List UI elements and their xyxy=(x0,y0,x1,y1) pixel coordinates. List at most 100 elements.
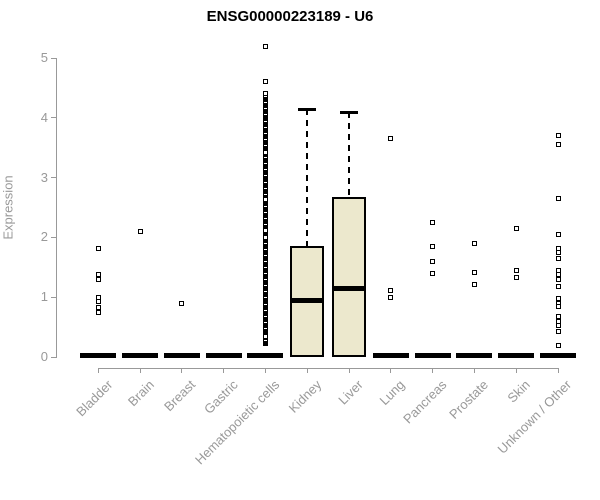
outlier-point xyxy=(179,300,185,306)
outlier-point xyxy=(430,270,436,276)
zero-median-dash xyxy=(498,353,535,358)
outlier-point xyxy=(555,313,561,319)
zero-median-dash xyxy=(80,353,117,358)
outlier-point xyxy=(513,274,519,280)
whisker-line xyxy=(348,111,351,197)
outlier-point xyxy=(95,309,101,315)
x-tick xyxy=(432,368,434,373)
outlier-point xyxy=(471,269,477,275)
x-tick-label: Prostate xyxy=(446,377,492,422)
outlier-point xyxy=(555,342,561,348)
y-axis-line xyxy=(56,58,57,358)
x-tick-label: Lung xyxy=(376,377,408,409)
x-tick-label: Unknown / Other xyxy=(495,377,575,457)
box-median-line xyxy=(334,285,365,291)
outlier-point xyxy=(430,258,436,264)
x-tick-label: Liver xyxy=(335,377,366,408)
y-tick-label: 0 xyxy=(40,349,48,364)
outlier-point xyxy=(555,323,561,329)
chart-title: ENSG00000223189 - U6 xyxy=(206,8,374,25)
outlier-point xyxy=(137,228,143,234)
data-point xyxy=(262,234,268,240)
x-tick xyxy=(181,368,183,373)
x-tick xyxy=(348,368,350,373)
x-axis-line xyxy=(98,368,558,369)
whisker-cap xyxy=(340,110,359,114)
y-tick-label: 5 xyxy=(40,50,48,65)
outlier-point xyxy=(471,240,477,246)
y-tick-label: 1 xyxy=(40,289,48,305)
y-tick-label: 4 xyxy=(40,109,48,125)
zero-median-dash xyxy=(247,353,284,358)
data-point xyxy=(262,196,268,202)
outlier-point xyxy=(513,267,519,273)
x-tick xyxy=(264,368,266,373)
y-tick xyxy=(51,177,57,179)
y-tick-label: 2 xyxy=(40,229,48,245)
x-tick-label: Kidney xyxy=(285,377,324,416)
x-tick xyxy=(306,368,308,373)
box-median-line xyxy=(292,297,323,303)
outlier-point xyxy=(95,245,101,251)
outlier-point xyxy=(555,318,561,324)
outlier-point xyxy=(555,271,561,277)
outlier-point xyxy=(555,196,561,202)
outlier-point xyxy=(555,303,561,309)
x-tick xyxy=(97,368,99,373)
whisker-cap xyxy=(298,107,317,111)
outlier-point xyxy=(555,255,561,261)
x-tick-label: Breast xyxy=(161,377,199,415)
zero-median-dash xyxy=(372,353,409,358)
outlier-point xyxy=(513,225,519,231)
x-tick-label: Skin xyxy=(504,377,533,406)
outlier-point xyxy=(430,219,436,225)
outlier-point xyxy=(388,287,394,293)
y-tick xyxy=(51,236,57,238)
outlier-point xyxy=(95,294,101,300)
outlier-point xyxy=(262,79,268,85)
x-tick-label: Bladder xyxy=(72,377,115,420)
y-tick-label: 3 xyxy=(40,169,48,185)
outlier-point xyxy=(555,329,561,335)
outlier-point xyxy=(555,276,561,282)
outlier-point xyxy=(95,271,101,277)
x-tick xyxy=(557,368,559,373)
outlier-point xyxy=(388,136,394,142)
outlier-point xyxy=(430,243,436,249)
outlier-point xyxy=(388,294,394,300)
outlier-point xyxy=(471,281,477,287)
y-tick xyxy=(51,57,57,59)
zero-median-dash xyxy=(456,353,493,358)
x-tick-label: Pancreas xyxy=(399,377,450,427)
outlier-point xyxy=(555,142,561,148)
outlier-point xyxy=(555,295,561,301)
outlier-point xyxy=(555,231,561,237)
zero-median-dash xyxy=(205,353,242,358)
outlier-point xyxy=(95,276,101,282)
outlier-point xyxy=(555,249,561,255)
x-tick xyxy=(390,368,392,373)
zero-median-dash xyxy=(122,353,159,358)
x-tick xyxy=(223,368,225,373)
outlier-point xyxy=(95,304,101,310)
x-tick xyxy=(473,368,475,373)
zero-median-dash xyxy=(414,353,451,358)
outlier-point xyxy=(262,43,268,49)
outlier-point xyxy=(555,283,561,289)
outlier-point xyxy=(555,133,561,139)
y-axis-label: Expression xyxy=(0,175,16,240)
x-tick xyxy=(139,368,141,373)
y-tick xyxy=(51,356,57,358)
y-tick xyxy=(51,296,57,298)
outlier-point xyxy=(95,299,101,305)
x-tick xyxy=(515,368,517,373)
zero-median-dash xyxy=(540,353,576,358)
x-tick-label: Brain xyxy=(124,377,157,410)
y-tick xyxy=(51,117,57,119)
zero-median-dash xyxy=(163,353,200,358)
box-plot xyxy=(332,196,367,357)
data-point xyxy=(262,149,268,155)
x-tick-label: Gastric xyxy=(200,377,241,417)
data-point xyxy=(262,91,268,97)
